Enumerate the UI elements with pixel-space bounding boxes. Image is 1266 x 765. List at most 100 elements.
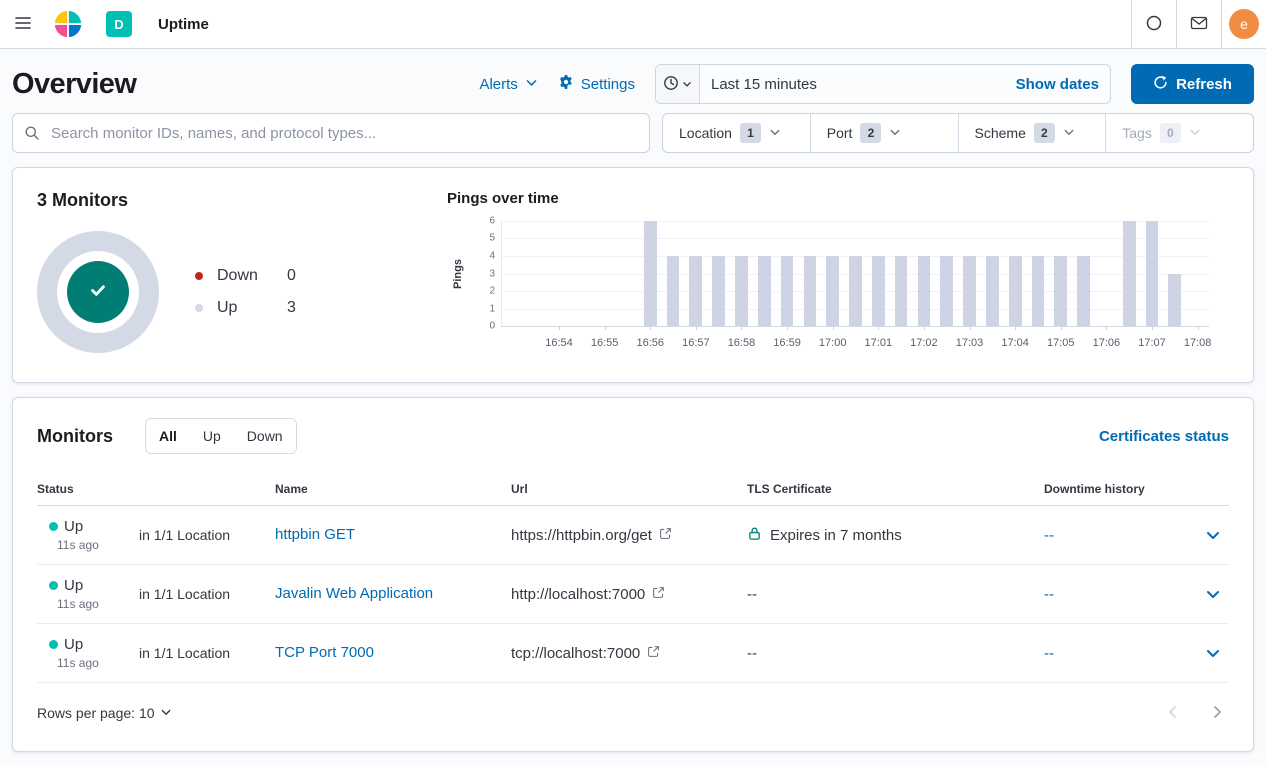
- check-icon: [85, 277, 111, 308]
- legend-label: Up: [217, 299, 238, 316]
- pings-plot: 0 1 2 3 4 5 6 16:54 16:55 16:56 16:57 16:58 16:59 17:…: [489, 216, 1211, 350]
- filter-location[interactable]: Location 1: [663, 114, 811, 152]
- alerts-dropdown[interactable]: Alerts: [479, 76, 537, 93]
- filter-scheme[interactable]: Scheme 2: [959, 114, 1107, 152]
- x-tick-label: 17:05: [1046, 337, 1075, 349]
- x-tick-label: 17:08: [1183, 337, 1212, 349]
- refresh-label: Refresh: [1176, 75, 1232, 93]
- x-tick-label: 16:57: [682, 337, 710, 349]
- monitor-name-link[interactable]: TCP Port 7000: [275, 644, 374, 661]
- ping-bar: [1031, 256, 1045, 326]
- tab-up[interactable]: Up: [189, 419, 234, 453]
- status-up-dot: [49, 581, 58, 590]
- avatar: e: [1229, 9, 1259, 39]
- help-button[interactable]: [1131, 0, 1176, 48]
- ping-bar: [803, 256, 817, 326]
- expand-row-button[interactable]: [1205, 527, 1221, 543]
- monitor-url[interactable]: https://httpbin.org/get: [511, 527, 747, 544]
- expand-row-button[interactable]: [1205, 586, 1221, 602]
- gear-icon: [558, 74, 574, 94]
- x-tick-mark: [787, 326, 789, 330]
- ping-bar: [689, 256, 703, 326]
- next-page-button[interactable]: [1209, 704, 1225, 723]
- legend-dot: [195, 272, 203, 280]
- filter-label: Location: [679, 125, 732, 141]
- rows-per-page-button[interactable]: Rows per page: 10: [37, 705, 172, 721]
- monitors-head: Monitors All Up Down Certificates status: [37, 418, 1229, 454]
- time-range-value[interactable]: Last 15 minutes: [711, 75, 817, 93]
- status-text: Up: [64, 636, 84, 653]
- x-tick-mark: [695, 326, 697, 330]
- clock-icon: [663, 75, 679, 94]
- url-text: http://localhost:7000: [511, 585, 646, 603]
- y-tick-label: 3: [489, 268, 495, 279]
- monitor-name-link[interactable]: httpbin GET: [275, 526, 356, 543]
- pagination: [1165, 704, 1229, 723]
- user-menu-button[interactable]: e: [1221, 0, 1266, 48]
- search-input[interactable]: [12, 113, 650, 153]
- ping-bar: [940, 256, 954, 326]
- x-tick-mark: [832, 326, 834, 330]
- monitor-url[interactable]: http://localhost:7000: [511, 586, 747, 603]
- monitor-tls: Expires in 7 months: [747, 526, 1044, 545]
- col-downtime: Downtime history: [1044, 482, 1145, 496]
- ping-bar: [871, 256, 885, 326]
- filter-count-badge: 2: [860, 123, 882, 143]
- ping-bar: [826, 256, 840, 326]
- chevron-down-icon: [682, 77, 692, 92]
- monitor-name-link[interactable]: Javalin Web Application: [275, 585, 434, 602]
- filter-row: Location 1 Port 2 Scheme 2 Tags 0: [0, 113, 1266, 153]
- refresh-icon: [1153, 75, 1168, 94]
- menu-button[interactable]: [0, 14, 46, 35]
- external-link-icon: [647, 645, 660, 662]
- monitor-downtime: --: [1044, 644, 1054, 662]
- newsfeed-button[interactable]: [1176, 0, 1221, 48]
- x-tick-mark: [969, 326, 971, 330]
- settings-button[interactable]: Settings: [558, 74, 635, 94]
- expand-row-button[interactable]: [1205, 645, 1221, 661]
- elastic-logo-icon[interactable]: [46, 9, 90, 39]
- y-tick-label: 2: [489, 285, 495, 297]
- deployment-badge[interactable]: D: [106, 11, 132, 37]
- tab-all[interactable]: All: [146, 419, 190, 453]
- x-tick-mark: [1060, 326, 1062, 330]
- y-axis-label-column: Pings: [447, 221, 469, 327]
- y-tick-label: 1: [489, 303, 495, 314]
- lock-icon: [747, 526, 762, 545]
- ping-bar: [849, 256, 862, 326]
- header-controls: Alerts Settings Last 15 minutes Show dat…: [479, 64, 1254, 104]
- certificates-status-link[interactable]: Certificates status: [1098, 427, 1229, 445]
- monitor-table-body: Up 11s ago in 1/1 Location httpbin GET https…: [37, 506, 1229, 683]
- monitor-status: Up 11s ago: [37, 518, 139, 552]
- filter-group: Location 1 Port 2 Scheme 2 Tags 0: [662, 113, 1254, 153]
- search-box: [12, 113, 650, 153]
- filter-port[interactable]: Port 2: [811, 114, 959, 152]
- x-tick-label: 17:03: [955, 337, 984, 349]
- prev-page-button[interactable]: [1165, 704, 1181, 723]
- legend-dot: [195, 304, 203, 312]
- x-tick-label: 17:06: [1092, 337, 1121, 349]
- chevron-down-icon: [1189, 125, 1201, 141]
- filter-count-badge: 2: [1033, 123, 1055, 143]
- tab-down[interactable]: Down: [233, 419, 296, 453]
- filter-label: Tags: [1122, 125, 1152, 141]
- monitor-url[interactable]: tcp://localhost:7000: [511, 645, 747, 662]
- all-up-check-circle: [67, 261, 129, 323]
- time-picker-quick-menu[interactable]: [656, 65, 700, 103]
- hamburger-icon: [14, 14, 32, 35]
- chevron-down-icon: [1063, 125, 1075, 141]
- time-picker: Last 15 minutes Show dates: [655, 64, 1111, 104]
- ping-bar: [1008, 256, 1022, 326]
- filter-label: Port: [826, 125, 853, 141]
- col-tls: TLS Certificate: [747, 482, 832, 496]
- status-ago: 11s ago: [57, 597, 99, 611]
- refresh-button[interactable]: Refresh: [1131, 64, 1254, 104]
- status-donut-chart: [37, 231, 159, 353]
- x-tick-label: 16:54: [545, 337, 573, 349]
- page-title: Overview: [12, 67, 137, 100]
- top-bar: D Uptime e: [0, 0, 1266, 49]
- ping-bar: [1122, 221, 1136, 326]
- show-dates-button[interactable]: Show dates: [1005, 76, 1110, 93]
- status-text: Up: [64, 577, 84, 594]
- gridline: [502, 221, 1209, 222]
